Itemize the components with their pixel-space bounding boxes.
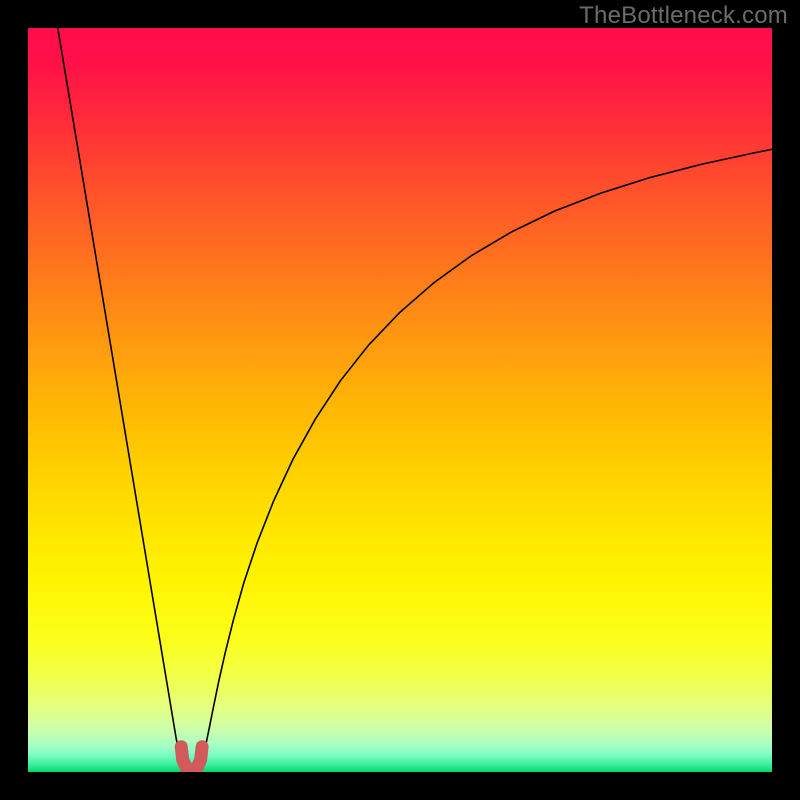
plot-area [28, 28, 772, 772]
plot-svg [28, 28, 772, 772]
watermark-text: TheBottleneck.com [579, 2, 788, 30]
plot-background [28, 28, 772, 772]
